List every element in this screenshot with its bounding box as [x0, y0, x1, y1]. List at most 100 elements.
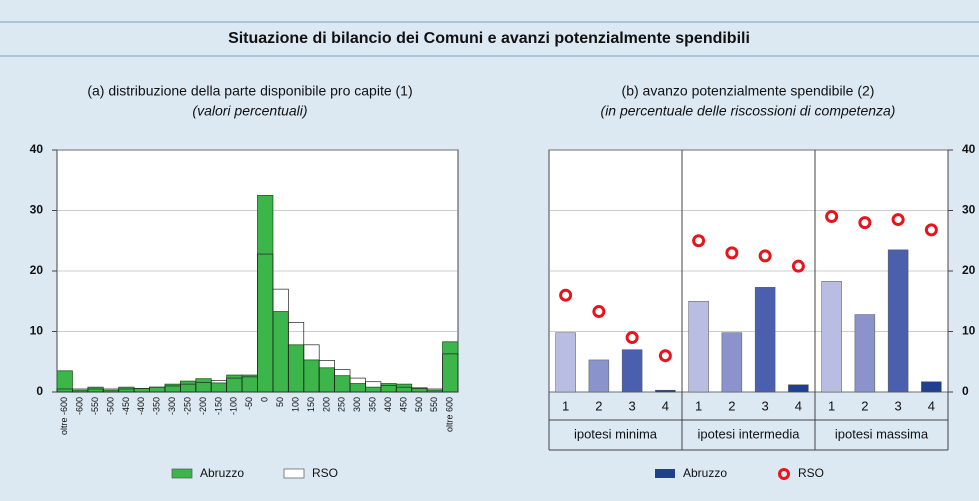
x-tick-label: 200 — [321, 397, 331, 412]
bar — [210, 382, 228, 393]
x-tick-label: -200 — [198, 397, 208, 415]
bar — [87, 386, 104, 393]
dot — [592, 305, 606, 319]
y-tick-label: 10 — [30, 324, 44, 338]
bar — [921, 381, 942, 393]
x-tick-label: -500 — [105, 397, 115, 415]
bar — [887, 249, 909, 393]
x-tick-label: 300 — [352, 397, 362, 412]
x-tick-label: 150 — [306, 397, 316, 412]
bar — [272, 311, 289, 393]
chart-subtitle: (in percentuale delle riscossioni di com… — [601, 103, 896, 119]
x-tick-label: 350 — [368, 397, 378, 412]
legend-label: Abruzzo — [200, 466, 244, 480]
x-tick-label: -350 — [152, 397, 162, 415]
x-tick-label: 400 — [383, 397, 393, 412]
legend-swatch — [171, 468, 193, 479]
chart-subtitle: (valori percentuali) — [192, 103, 307, 119]
bar — [821, 281, 842, 393]
bar — [179, 380, 197, 393]
legend-label: RSO — [312, 466, 338, 480]
y-tick-label: 40 — [962, 142, 976, 156]
dot — [825, 210, 839, 224]
x-tick-label: 1 — [562, 398, 569, 413]
x-tick-label: -50 — [244, 397, 254, 410]
chart-title: (a) distribuzione della parte disponibil… — [87, 83, 412, 99]
x-tick-label: 450 — [398, 397, 408, 412]
bar — [688, 301, 709, 393]
x-tick-label: 2 — [861, 398, 868, 413]
x-tick-label: 4 — [795, 398, 802, 413]
group-label: ipotesi minima — [574, 426, 658, 441]
x-tick-label: 4 — [662, 398, 669, 413]
bar — [149, 386, 166, 393]
bar — [303, 359, 320, 393]
bar — [349, 383, 366, 393]
x-tick-label: 1 — [828, 398, 835, 413]
x-tick-label: oltre -600 — [59, 397, 69, 435]
bar — [257, 194, 274, 393]
y-tick-label: 40 — [30, 142, 44, 156]
x-tick-label: 500 — [414, 397, 424, 412]
x-tick-label: -150 — [213, 397, 223, 415]
group-label: ipotesi massima — [835, 426, 929, 441]
x-tick-label: -300 — [167, 397, 177, 415]
y-tick-label: 10 — [962, 324, 976, 338]
bar — [395, 383, 413, 393]
bar — [788, 384, 809, 393]
bar — [318, 367, 336, 393]
x-tick-label: 250 — [337, 397, 347, 412]
x-tick-label: 3 — [895, 398, 902, 413]
bar — [365, 386, 382, 393]
bar — [133, 387, 150, 393]
y-tick-label: 30 — [962, 203, 976, 217]
bar — [621, 349, 643, 393]
dot — [758, 249, 772, 263]
x-tick-label: -550 — [90, 397, 100, 415]
bar — [854, 314, 876, 393]
x-tick-label: 3 — [762, 398, 769, 413]
x-tick-label: -100 — [229, 397, 239, 415]
y-tick-label: 30 — [30, 203, 44, 217]
dot — [858, 216, 872, 230]
bar — [721, 332, 743, 393]
legend-swatch — [655, 469, 675, 478]
x-tick-label: 550 — [429, 397, 439, 412]
dot — [658, 349, 672, 363]
x-tick-label: 3 — [629, 398, 636, 413]
x-tick-label: -250 — [182, 397, 192, 415]
y-tick-label: 0 — [962, 384, 969, 398]
bar — [195, 378, 212, 393]
bar — [118, 386, 135, 393]
legend-swatch — [283, 468, 305, 479]
bar — [380, 383, 397, 393]
x-tick-label: oltre 600 — [445, 397, 455, 432]
x-tick-label: 0 — [260, 397, 270, 402]
y-tick-label: 0 — [36, 384, 43, 398]
legend-label: RSO — [798, 466, 824, 480]
x-tick-label: 50 — [275, 397, 285, 407]
y-tick-label: 20 — [30, 263, 44, 277]
bar — [442, 353, 459, 393]
bar — [754, 287, 776, 393]
dot — [559, 288, 573, 302]
dot — [692, 234, 706, 248]
bar — [655, 389, 676, 393]
dot — [891, 213, 905, 227]
dot — [791, 259, 805, 273]
legend-swatch — [778, 468, 790, 480]
dot — [625, 331, 639, 345]
x-tick-label: -600 — [75, 397, 85, 415]
chart-title: (b) avanzo potenzialmente spendibile (2) — [622, 83, 875, 99]
x-tick-label: 2 — [728, 398, 735, 413]
legend-label: Abruzzo — [683, 466, 727, 480]
bar — [226, 374, 243, 393]
bar — [442, 341, 459, 393]
bar — [588, 359, 610, 393]
bar — [555, 332, 576, 393]
bar — [164, 383, 181, 393]
x-tick-label: 2 — [595, 398, 602, 413]
dot — [725, 246, 739, 260]
